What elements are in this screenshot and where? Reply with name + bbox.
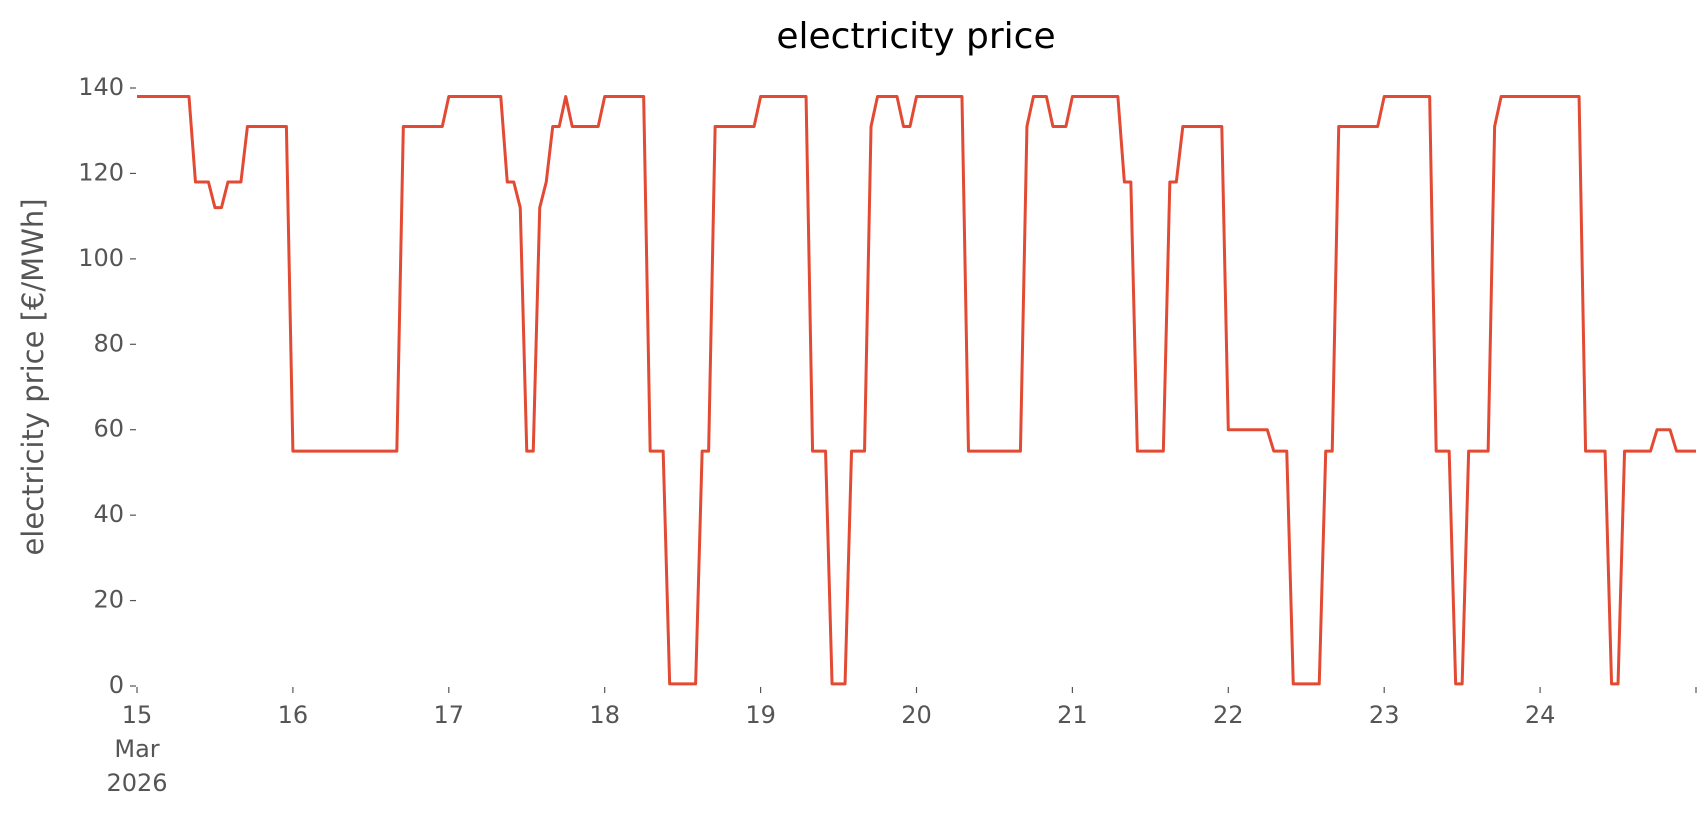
y-tick-label: 60 [93,415,124,443]
y-tick-label: 0 [109,671,124,699]
y-tick-label: 80 [93,329,124,357]
x-tick-label: 18 [589,701,620,729]
x-tick-label: 23 [1369,701,1400,729]
x-tick-label: 17 [434,701,465,729]
y-tick-label: 140 [78,73,124,101]
x-tick-label: 15 Mar 2026 [106,701,167,797]
y-tick-label: 120 [78,158,124,186]
x-tick-label: 16 [278,701,309,729]
y-tick-label: 40 [93,500,124,528]
x-tick-label: 20 [901,701,932,729]
chart-title: electricity price [776,16,1055,57]
price-line [137,95,1696,686]
y-tick-label: 100 [78,244,124,272]
y-axis-label: electricity price [€/MWh] [16,198,50,555]
x-tick-label: 22 [1213,701,1244,729]
x-tick-label: 24 [1525,701,1556,729]
x-tick-label: 21 [1057,701,1088,729]
x-tick-label: 19 [745,701,776,729]
y-tick-label: 20 [93,586,124,614]
